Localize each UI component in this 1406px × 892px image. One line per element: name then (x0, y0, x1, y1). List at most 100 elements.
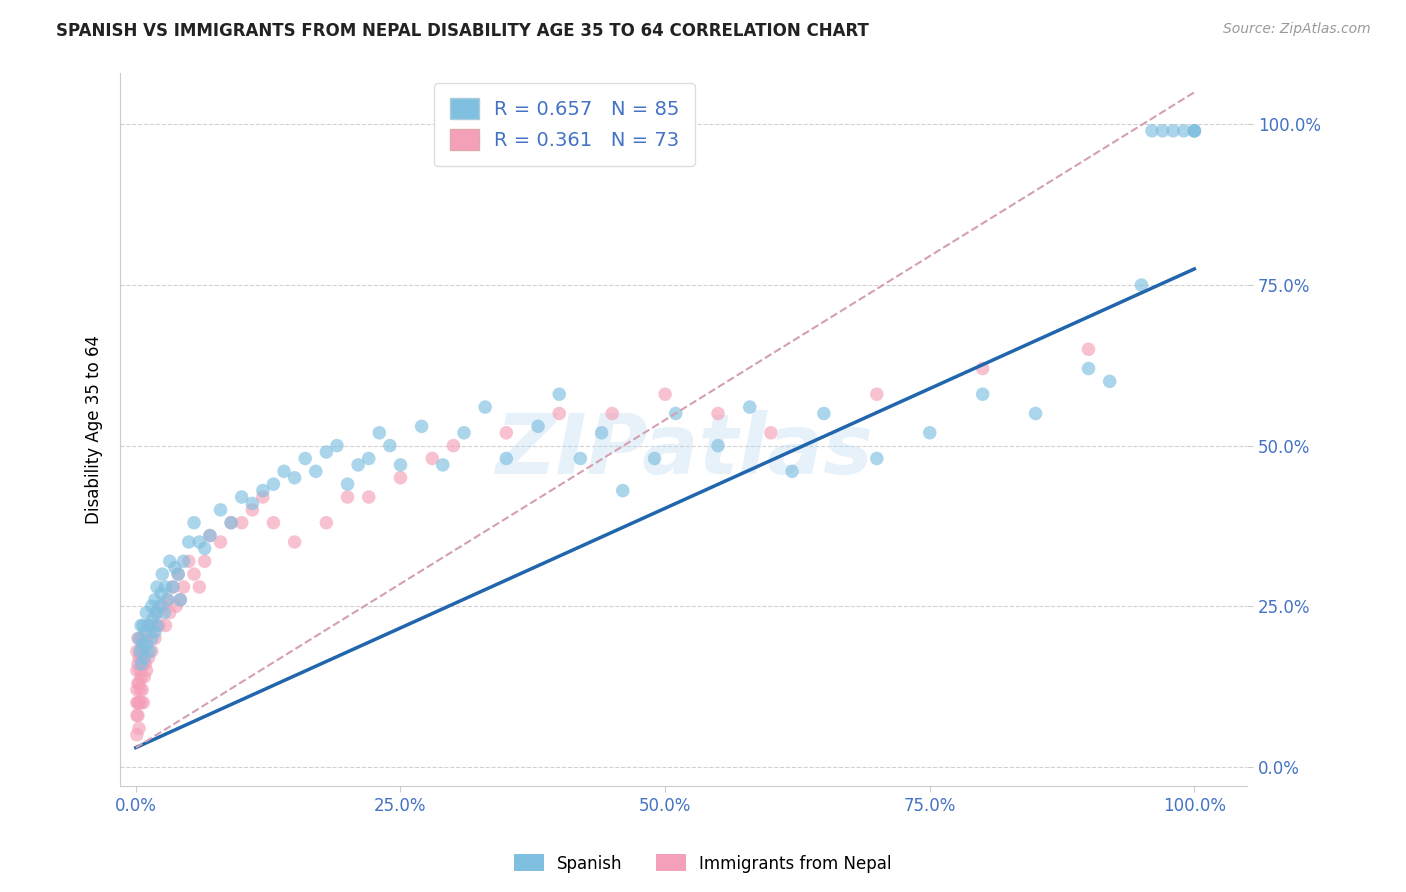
Point (129, 670, 152, 684)
Point (527, 419, 550, 434)
Point (127, 696, 149, 710)
Point (866, 451, 889, 466)
Point (150, 586, 173, 600)
Point (548, 407, 571, 421)
Point (153, 606, 176, 620)
Point (474, 400, 496, 414)
Point (612, 483, 634, 498)
Point (357, 451, 380, 466)
Point (665, 407, 688, 421)
Point (453, 425, 475, 440)
Point (866, 387, 889, 401)
Point (231, 490, 253, 504)
Point (156, 592, 179, 607)
Point (495, 425, 517, 440)
Text: SPANISH VS IMMIGRANTS FROM NEPAL DISABILITY AGE 35 TO 64 CORRELATION CHART: SPANISH VS IMMIGRANTS FROM NEPAL DISABIL… (56, 22, 869, 40)
Point (125, 664, 148, 678)
Point (305, 464, 328, 478)
Point (654, 387, 676, 401)
Point (138, 618, 160, 632)
Point (135, 632, 157, 646)
Point (132, 696, 155, 710)
Point (209, 535, 232, 549)
Point (129, 682, 152, 697)
Point (600, 407, 623, 421)
Point (142, 612, 165, 626)
Point (155, 618, 177, 632)
Point (138, 644, 160, 658)
Point (177, 554, 200, 568)
Point (143, 624, 166, 639)
Point (138, 618, 160, 632)
Point (183, 516, 205, 530)
Point (163, 560, 186, 574)
Point (131, 644, 153, 658)
Point (707, 407, 730, 421)
Point (138, 650, 160, 665)
Point (1182, 124, 1205, 138)
Point (252, 490, 274, 504)
Point (420, 451, 443, 466)
Point (347, 458, 370, 472)
Point (162, 580, 184, 594)
Point (128, 696, 150, 710)
Point (165, 599, 187, 614)
Point (141, 632, 163, 646)
Point (172, 580, 194, 594)
Point (156, 592, 179, 607)
Point (548, 387, 571, 401)
Point (252, 483, 274, 498)
Point (569, 451, 592, 466)
Point (125, 644, 148, 658)
Point (129, 644, 152, 658)
Point (127, 708, 149, 723)
Point (128, 676, 150, 690)
Point (972, 387, 994, 401)
Point (707, 439, 730, 453)
Point (131, 682, 153, 697)
Point (148, 618, 170, 632)
Point (125, 696, 148, 710)
Point (432, 458, 454, 472)
Point (129, 618, 152, 632)
Point (1077, 361, 1099, 376)
Point (143, 632, 166, 646)
Point (368, 425, 391, 440)
Point (389, 458, 412, 472)
Point (188, 580, 211, 594)
Point (148, 599, 170, 614)
Point (813, 407, 835, 421)
Point (150, 599, 173, 614)
Point (146, 606, 169, 620)
Point (125, 728, 148, 742)
Point (441, 439, 464, 453)
Point (135, 606, 157, 620)
Point (336, 490, 359, 504)
Point (159, 554, 181, 568)
Text: Source: ZipAtlas.com: Source: ZipAtlas.com (1223, 22, 1371, 37)
Point (125, 708, 148, 723)
Point (131, 638, 153, 652)
Point (129, 657, 152, 671)
Point (146, 618, 169, 632)
Point (389, 471, 412, 485)
Point (495, 451, 517, 466)
Point (135, 664, 157, 678)
Point (141, 644, 163, 658)
Point (294, 451, 316, 466)
Point (284, 535, 307, 549)
Point (1152, 124, 1174, 138)
Point (128, 722, 150, 736)
Point (315, 445, 337, 459)
Point (357, 490, 380, 504)
Legend: Spanish, Immigrants from Nepal: Spanish, Immigrants from Nepal (508, 847, 898, 880)
Point (198, 528, 221, 542)
Point (167, 567, 190, 582)
Point (134, 657, 156, 671)
Point (918, 425, 941, 440)
Point (188, 535, 211, 549)
Point (127, 657, 149, 671)
Point (129, 664, 152, 678)
Point (738, 400, 761, 414)
Point (219, 516, 242, 530)
